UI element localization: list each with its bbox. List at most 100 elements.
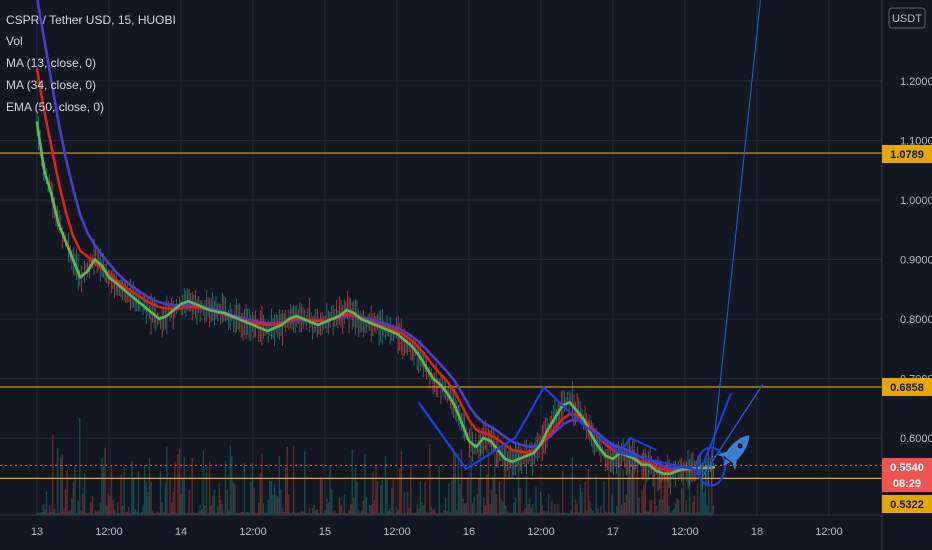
volume-bar [470, 456, 472, 515]
volume-bar [671, 510, 673, 515]
volume-bar [658, 499, 661, 515]
time-axis[interactable]: 13 12:00 14 12:00 15 12:00 16 12:00 17 12:00 18 12:… [31, 526, 843, 538]
volume-bar [543, 510, 545, 515]
volume-bar [406, 492, 409, 515]
volume-bar [430, 507, 433, 515]
volume-bar [107, 492, 109, 515]
volume-bar [597, 508, 599, 515]
chart-grid [0, 0, 882, 515]
price-tag-current: 0.5540 08:29 [882, 458, 932, 492]
volume-bar [359, 512, 361, 515]
volume-bar [163, 512, 165, 515]
volume-bar [94, 509, 97, 515]
volume-bar [148, 458, 151, 515]
volume-bar [419, 481, 422, 515]
volume-bar [438, 465, 441, 515]
volume-bar [286, 447, 288, 515]
volume-bar [365, 496, 368, 515]
volume-bar [557, 504, 559, 515]
volume-bar [380, 485, 382, 515]
volume-bar [254, 512, 257, 515]
volume-bar [568, 512, 570, 515]
time-tick-label: 12:00 [95, 526, 123, 538]
volume-bar [467, 476, 469, 515]
currency-badge[interactable] [888, 7, 926, 29]
volume-bar [608, 471, 610, 515]
price-tag-level-mid-text: 0.6858 [890, 382, 924, 394]
volume-bar [616, 506, 618, 515]
volume-bar [345, 513, 347, 515]
price-tick-label: 1.1000 [900, 136, 932, 148]
volume-bar [625, 494, 627, 515]
volume-bar [622, 469, 624, 515]
volume-bar [186, 512, 189, 515]
volume-bar [400, 451, 403, 515]
volume-bar [129, 512, 132, 515]
volume-bar [348, 510, 350, 515]
user-drawings[interactable] [417, 0, 764, 487]
volume-bar [356, 481, 358, 515]
volume-bar [403, 492, 406, 515]
volume-bar [140, 512, 143, 515]
volume-bar [134, 509, 136, 515]
volume-bar [435, 512, 437, 515]
volume-bar [243, 462, 246, 515]
volume-bar [562, 471, 564, 515]
volume-bar [427, 512, 429, 515]
volume-bar [144, 464, 146, 515]
volume-bar [611, 493, 613, 515]
volume-bar [486, 474, 488, 515]
volume-bar [117, 502, 119, 515]
volume-bar [242, 511, 244, 515]
wave-pattern-branch [619, 436, 657, 454]
volume-bar [310, 512, 312, 515]
volume-bar [47, 512, 49, 515]
volume-bar [240, 511, 243, 515]
volume-bar [71, 498, 73, 515]
volume-bar [627, 469, 629, 515]
volume-bar [501, 501, 504, 515]
volume-bar [229, 444, 231, 515]
volume-bar [265, 512, 268, 515]
volume-bar [525, 475, 528, 515]
horizontal-levels[interactable] [0, 152, 882, 479]
volume-bar [711, 468, 713, 515]
volume-bar [574, 499, 577, 515]
volume-bar [571, 457, 574, 515]
volume-bar [459, 484, 461, 515]
volume-bar [508, 512, 510, 515]
volume-bar [307, 512, 309, 515]
volume-bar [465, 503, 467, 515]
volume-bar [657, 511, 659, 515]
volume-bar [674, 503, 677, 515]
volume-bar [319, 476, 322, 515]
price-tick-label: 0.6000 [900, 433, 932, 445]
volume-bar [226, 489, 228, 515]
volume-bar [248, 512, 250, 515]
volume-bar [136, 511, 138, 515]
volume-bar [606, 512, 608, 515]
volume-bar [210, 505, 212, 515]
volume-bar [125, 512, 127, 515]
price-tick-label: 1.2000 [900, 76, 932, 88]
volume-bar [232, 482, 235, 515]
price-tag-level-mid: 0.6858 [882, 378, 932, 396]
ma13-line [35, 121, 716, 476]
volume-bar [166, 447, 168, 515]
price-tag-level-high-text: 1.0789 [890, 149, 924, 161]
volume-bar [429, 444, 431, 515]
volume-bar [416, 504, 418, 515]
volume-bar [330, 489, 333, 515]
volume-bar [494, 452, 496, 515]
volume-bar [36, 512, 38, 515]
volume-bar [619, 464, 621, 515]
volume-bar [64, 489, 67, 515]
rocket-icon [716, 435, 750, 471]
volume-bar [101, 458, 103, 515]
volume-bar [376, 481, 379, 515]
volume-bar [104, 447, 106, 515]
volume-bar [60, 456, 62, 515]
volume-bar [39, 512, 41, 515]
volume-bar [481, 512, 483, 515]
